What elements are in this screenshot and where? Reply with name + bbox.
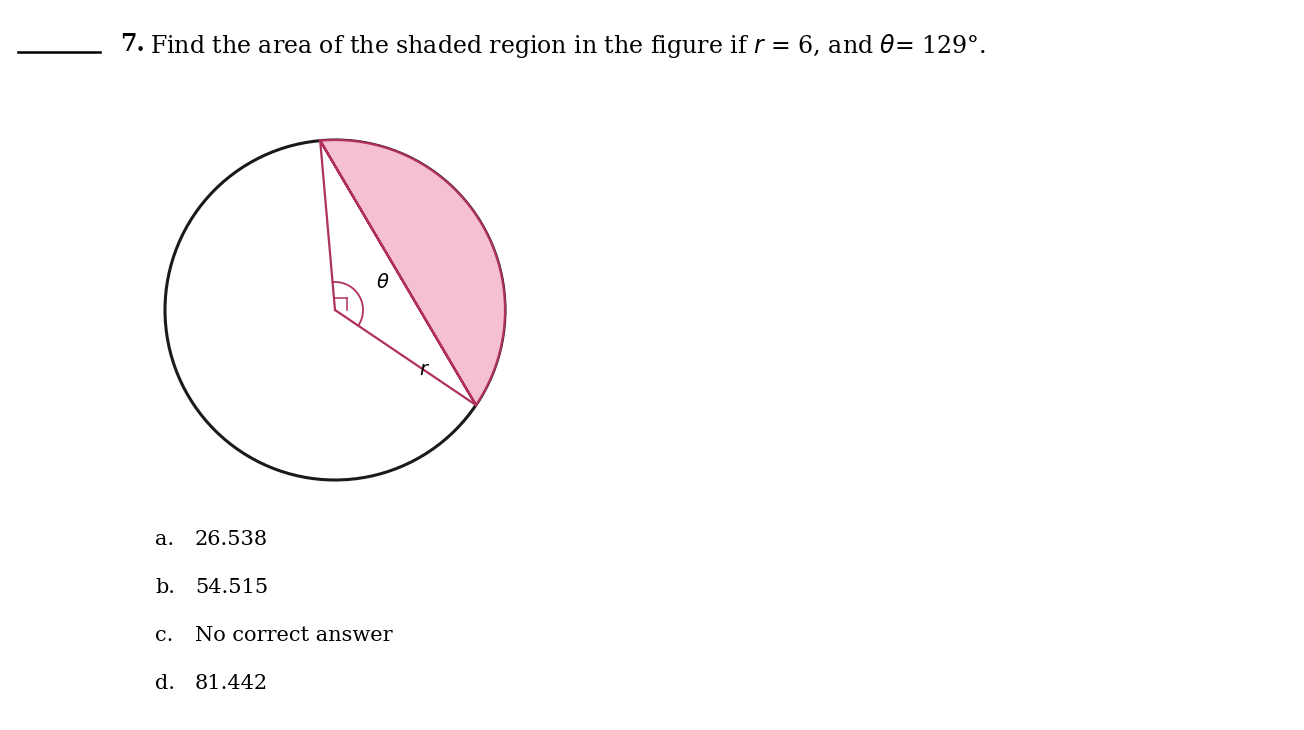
Text: 54.515: 54.515 (196, 578, 269, 597)
Polygon shape (321, 140, 505, 405)
Text: No correct answer: No correct answer (196, 626, 393, 645)
Text: b.: b. (155, 578, 175, 597)
Text: 7.: 7. (120, 32, 145, 56)
Text: $r$: $r$ (419, 361, 430, 380)
Text: Find the area of the shaded region in the figure if $r$ = 6, and $\theta$= 129°.: Find the area of the shaded region in th… (150, 32, 986, 60)
Text: c.: c. (155, 626, 173, 645)
Text: a.: a. (155, 530, 175, 549)
Text: 26.538: 26.538 (196, 530, 269, 549)
Text: d.: d. (155, 674, 175, 693)
Text: 81.442: 81.442 (196, 674, 269, 693)
Text: $\theta$: $\theta$ (376, 272, 389, 291)
